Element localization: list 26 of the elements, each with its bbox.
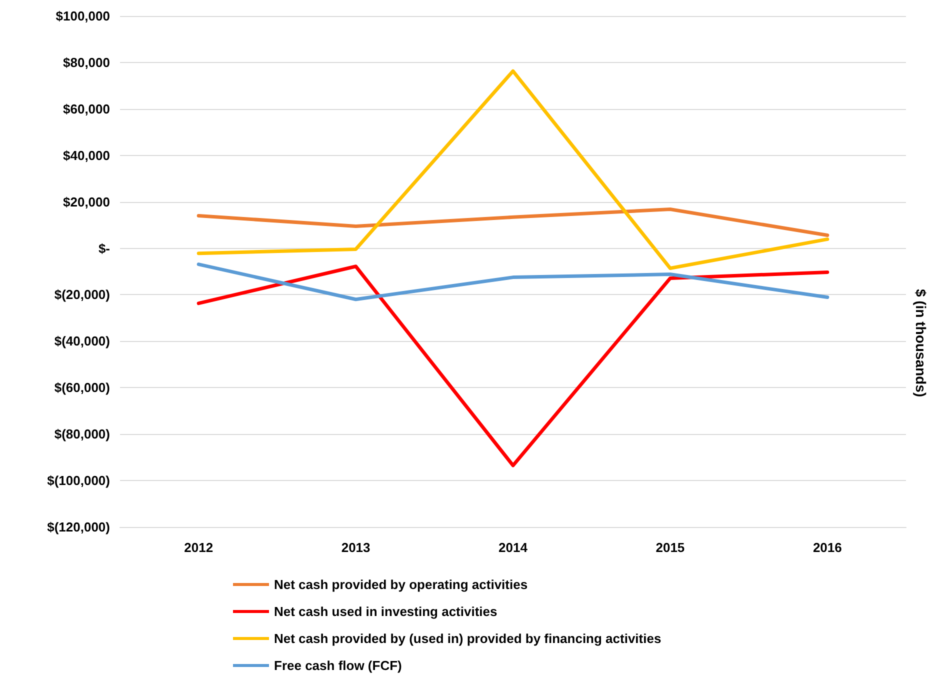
line-series bbox=[196, 208, 830, 238]
legend-label: Free cash flow (FCF) bbox=[274, 658, 402, 673]
y-tick-label: $20,000 bbox=[63, 194, 110, 210]
y-tick-label: $(40,000) bbox=[54, 334, 110, 349]
x-tick-label: 2013 bbox=[341, 540, 370, 555]
legend-label: Net cash provided by (used in) provided by financing activities bbox=[274, 631, 662, 646]
y-tick-label: $(20,000) bbox=[54, 287, 110, 302]
line-series bbox=[196, 69, 830, 270]
legend-label: Net cash used in investing activities bbox=[274, 604, 498, 619]
y-tick-label: $(100,000) bbox=[47, 473, 110, 488]
y-axis-title: $ (in thousands) bbox=[913, 288, 928, 398]
y-tick-label: $(80,000) bbox=[54, 426, 110, 442]
legend-label: Net cash provided by operating activities bbox=[274, 577, 528, 592]
x-tick-label: 2014 bbox=[498, 540, 528, 555]
y-tick-label: $80,000 bbox=[63, 54, 110, 70]
line-series bbox=[196, 264, 830, 468]
line-series bbox=[196, 262, 830, 302]
y-tick-label: $40,000 bbox=[63, 148, 110, 163]
y-tick-label: $100,000 bbox=[56, 8, 110, 24]
x-tick-label: 2015 bbox=[656, 540, 685, 555]
y-tick-label: $(60,000) bbox=[54, 380, 110, 396]
y-tick-label: $- bbox=[98, 240, 110, 256]
x-tick-label: 2012 bbox=[184, 540, 214, 555]
x-tick-label: 2016 bbox=[812, 540, 842, 555]
y-tick-label: $(120,000) bbox=[47, 520, 110, 534]
y-tick-label: $60,000 bbox=[63, 101, 110, 116]
